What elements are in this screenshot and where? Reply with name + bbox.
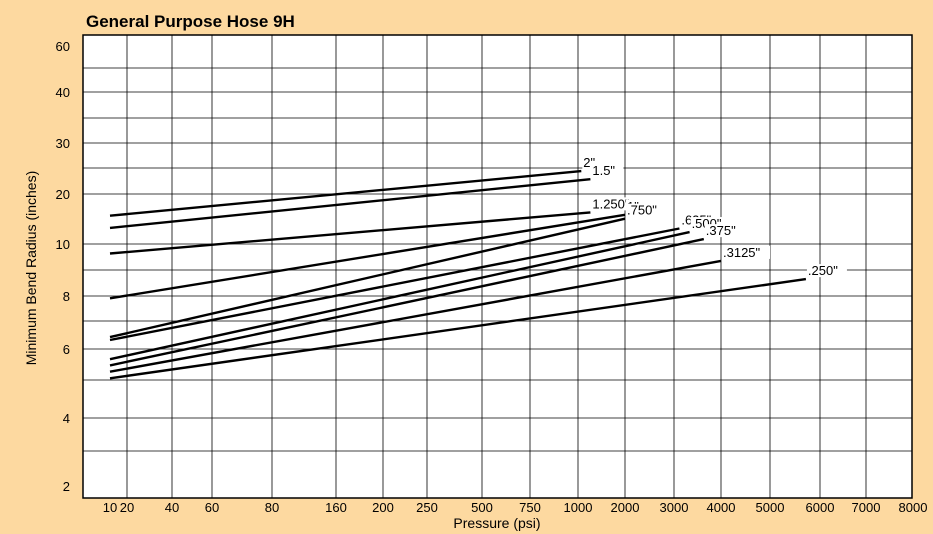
x-tick-label: 80: [265, 500, 279, 515]
series-label-bg: [626, 203, 666, 217]
x-tick-label: 500: [471, 500, 493, 515]
series-line: [109, 277, 807, 380]
x-tick-label: 8000: [899, 500, 928, 515]
x-tick-label: 40: [165, 500, 179, 515]
chart-title: General Purpose Hose 9H: [86, 12, 295, 31]
series-label: .750": [627, 203, 657, 218]
y-tick-label: 30: [56, 136, 70, 151]
x-tick-label: 3000: [660, 500, 689, 515]
series-label-bg: [722, 245, 770, 259]
series-line: [109, 178, 591, 230]
x-axis-label: Pressure (psi): [453, 515, 541, 531]
x-tick-label: 2000: [611, 500, 640, 515]
y-tick-label: 6: [63, 342, 70, 357]
x-tick-label: 7000: [852, 500, 881, 515]
series-lines: [109, 169, 807, 380]
series-line: [109, 237, 705, 367]
y-tick-label: 10: [56, 237, 70, 252]
y-tick-label: 8: [63, 289, 70, 304]
series-line: [109, 227, 680, 342]
series-label: .3125": [723, 245, 761, 260]
series-label-bg: [591, 164, 624, 178]
tick-labels: 10 20 40 60 80 160 200 250 500 750 1000 2000 3000 400…: [56, 39, 928, 515]
x-tick-label: 1000: [564, 500, 593, 515]
series-label-bg: [806, 264, 847, 278]
y-tick-label: 4: [63, 411, 70, 426]
series-labels: 2"1.5"1.250"1".750".625".500".375".3125"…: [582, 155, 847, 278]
x-tick-label: 750: [519, 500, 541, 515]
y-tick-label: 2: [63, 479, 70, 494]
series-label-bg: [704, 224, 745, 238]
series-label: .375": [706, 223, 736, 238]
y-axis-label: Minimum Bend Radius (inches): [23, 170, 39, 366]
series-line: [109, 211, 591, 255]
y-tick-label: 20: [56, 187, 70, 202]
series-label: .250": [808, 263, 838, 278]
x-tick-label: 160: [325, 500, 347, 515]
series-label: 1.5": [592, 163, 615, 178]
grid: [83, 35, 912, 498]
series-line: [109, 230, 690, 361]
x-tick-label: 5000: [756, 500, 785, 515]
y-tick-label: 60: [56, 39, 70, 54]
x-tick-label: 20: [120, 500, 134, 515]
x-tick-label: 60: [205, 500, 219, 515]
y-tick-label: 40: [56, 85, 70, 100]
series-label: 1.250": [592, 196, 630, 211]
plot-area: [82, 34, 913, 499]
x-tick-label: 4000: [707, 500, 736, 515]
series-line: [109, 213, 626, 300]
series-line: [109, 217, 626, 339]
x-tick-label: 6000: [806, 500, 835, 515]
x-tick-label: 250: [416, 500, 438, 515]
series-line: [109, 169, 582, 217]
series-line: [109, 259, 722, 373]
x-tick-label: 200: [372, 500, 394, 515]
x-tick-label: 10: [103, 500, 117, 515]
